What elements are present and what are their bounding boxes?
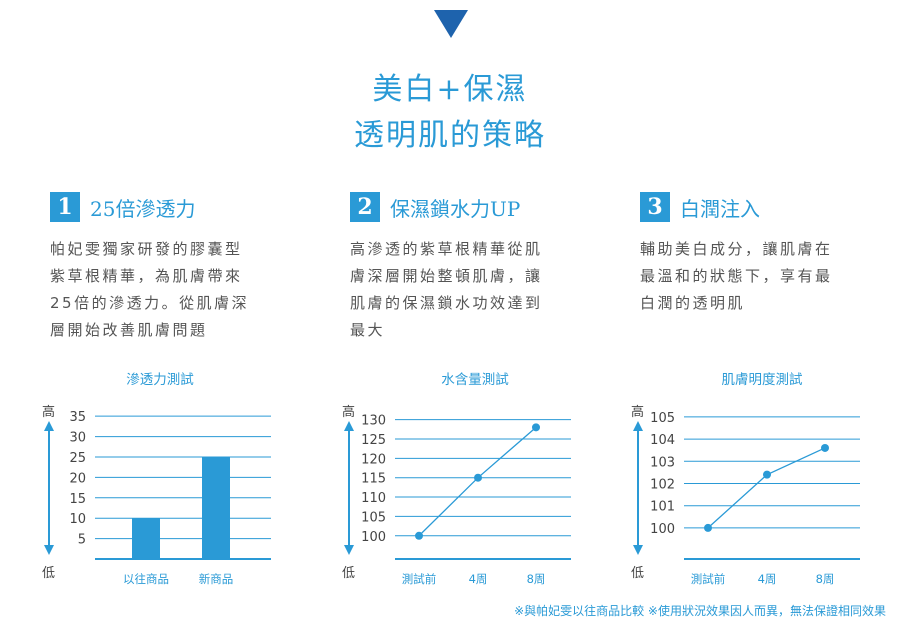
x-category-label: 測試前: [691, 572, 726, 586]
y-tick-label: 30: [69, 431, 86, 446]
bar: [202, 456, 230, 559]
axis-high-label: 高: [42, 405, 56, 420]
footnote: ※與帕妃雯以往商品比較 ※使用狀況效果因人而異，無法保證相同效果: [514, 604, 886, 618]
penetration-bar-chart: 5 10 15 20 25 30 35 以往商品 新商品: [44, 410, 271, 586]
arrow-up-icon: [633, 421, 643, 431]
y-tick-label: 120: [361, 452, 386, 467]
arrow-up-icon: [44, 421, 54, 431]
feature-description: 輔助美白成分，讓肌膚在 最溫和的狀態下，享有最 白潤的透明肌: [640, 236, 890, 317]
arrow-down-icon: [633, 545, 643, 555]
y-tick-label: 15: [69, 492, 86, 507]
feature-title: 白潤注入: [680, 196, 760, 221]
feature-3: 3 白潤注入 輔助美白成分，讓肌膚在 最溫和的狀態下，享有最 白潤的透明肌: [640, 192, 890, 317]
arrow-down-icon: [344, 545, 354, 555]
y-tick-label: 5: [78, 533, 86, 548]
description-line: 肌膚的保濕鎖水功效達到: [350, 294, 543, 312]
data-point: [415, 531, 423, 540]
axis-high-label: 高: [631, 405, 645, 420]
data-point: [474, 473, 482, 482]
feature-1: 1 25倍滲透力 帕妃雯獨家研發的膠囊型 紫草根精華，為肌膚帶來 25倍的滲透力。…: [50, 192, 300, 344]
y-tick-label: 125: [361, 433, 386, 448]
feature-title: 25倍滲透力: [90, 196, 196, 221]
data-point: [763, 470, 771, 479]
y-tick-label: 105: [361, 510, 386, 525]
description-line: 膚深層開始整頓肌膚，讓: [350, 267, 543, 285]
y-tick-label: 102: [650, 478, 675, 493]
chart-title: 水含量測試: [441, 372, 509, 388]
chart-title: 肌膚明度測試: [721, 372, 803, 388]
x-category-label: 以往商品: [123, 572, 169, 586]
axis-high-label: 高: [342, 405, 356, 420]
bar: [132, 518, 160, 559]
y-tick-label: 10: [69, 512, 86, 527]
feature-2: 2 保濕鎖水力UP 高滲透的紫草根精華從肌 膚深層開始整頓肌膚，讓 肌膚的保濕鎖水…: [350, 192, 600, 344]
down-arrow-icon: [434, 10, 468, 38]
description-line: 最大: [350, 321, 386, 339]
x-category-label: 4周: [758, 572, 777, 586]
y-tick-label: 25: [69, 451, 86, 466]
feature-title: 保濕鎖水力UP: [390, 196, 521, 221]
x-category-label: 測試前: [402, 572, 437, 586]
description-line: 紫草根精華，為肌膚帶來: [50, 267, 243, 285]
y-tick-label: 110: [361, 491, 386, 506]
y-tick-label: 100: [650, 522, 675, 537]
y-tick-label: 100: [361, 530, 386, 545]
feature-number-badge: 3: [640, 192, 670, 222]
data-point: [821, 443, 829, 452]
moisture-line-chart: 100 105 110 115 120 125 130 測試前 4周 8周: [344, 414, 571, 586]
description-line: 最溫和的狀態下，享有最: [640, 267, 833, 285]
y-tick-label: 101: [650, 500, 675, 515]
arrow-down-icon: [44, 545, 54, 555]
brightness-line-chart: 100 101 102 103 104 105 測試前 4周 8周: [633, 411, 860, 586]
y-tick-label: 20: [69, 471, 86, 486]
page-title-line1: 美白+保濕: [372, 72, 528, 107]
chart-title: 滲透力測試: [126, 372, 194, 388]
y-tick-label: 103: [650, 455, 675, 470]
data-point: [704, 523, 712, 532]
page-title-line2: 透明肌的策略: [354, 118, 546, 153]
axis-low-label: 低: [631, 566, 645, 581]
axis-low-label: 低: [342, 566, 356, 581]
description-line: 層開始改善肌膚問題: [50, 321, 208, 339]
arrow-up-icon: [344, 421, 354, 431]
feature-number-badge: 2: [350, 192, 380, 222]
x-category-label: 新商品: [199, 572, 234, 586]
series-line: [707, 447, 826, 529]
data-point: [532, 423, 540, 432]
description-line: 帕妃雯獨家研發的膠囊型: [50, 240, 243, 258]
feature-description: 帕妃雯獨家研發的膠囊型 紫草根精華，為肌膚帶來 25倍的滲透力。從肌膚深 層開始…: [50, 236, 300, 344]
x-category-label: 4周: [469, 572, 488, 586]
description-line: 25倍的滲透力。從肌膚深: [50, 294, 250, 312]
feature-number-badge: 1: [50, 192, 80, 222]
feature-description: 高滲透的紫草根精華從肌 膚深層開始整頓肌膚，讓 肌膚的保濕鎖水功效達到 最大: [350, 236, 600, 344]
y-tick-label: 130: [361, 414, 386, 429]
axis-low-label: 低: [42, 566, 56, 581]
description-line: 白潤的透明肌: [640, 294, 746, 312]
y-tick-label: 115: [361, 472, 386, 487]
y-tick-label: 104: [650, 433, 675, 448]
x-category-label: 8周: [527, 572, 546, 586]
x-category-label: 8周: [816, 572, 835, 586]
description-line: 高滲透的紫草根精華從肌: [350, 240, 543, 258]
y-tick-label: 35: [69, 410, 86, 425]
y-tick-label: 105: [650, 411, 675, 426]
description-line: 輔助美白成分，讓肌膚在: [640, 240, 833, 258]
